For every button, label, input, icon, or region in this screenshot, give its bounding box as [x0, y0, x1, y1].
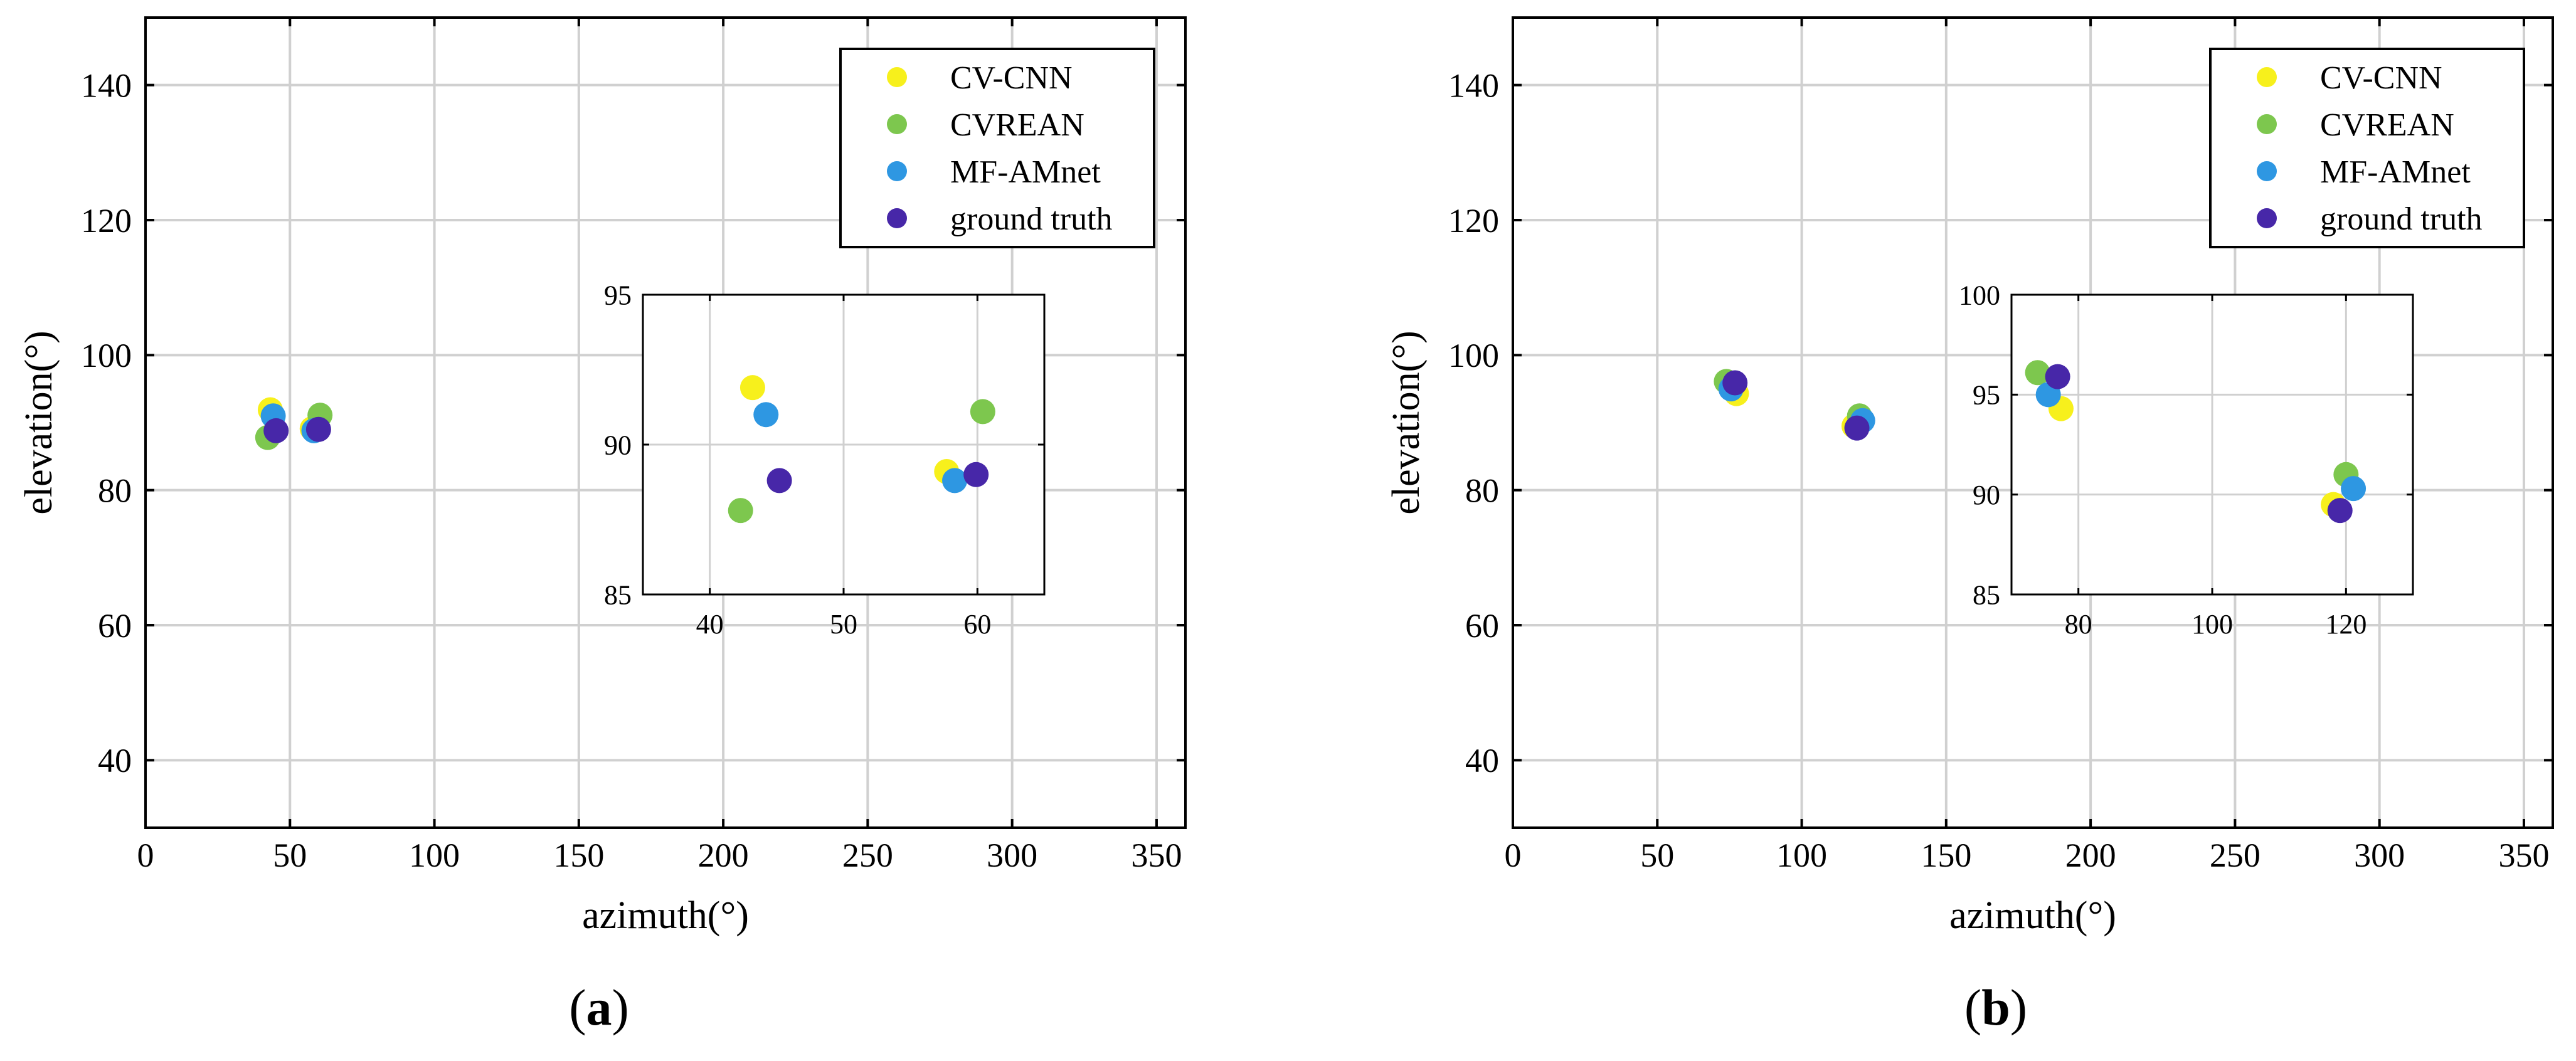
main-x-tick-label: 200 — [698, 837, 749, 874]
main-x-tick-label: 150 — [1921, 837, 1971, 874]
inset-data-point-mf-amnet — [942, 468, 968, 494]
main-axes-frame — [1512, 16, 2554, 829]
panel-b-caption-letter: b — [1981, 979, 2010, 1036]
main-x-tick-label: 50 — [1640, 837, 1674, 874]
inset-data-point-cv-cnn — [739, 375, 765, 401]
inset-data-point-ground-truth — [963, 462, 989, 487]
legend-label: MF-AMnet — [950, 154, 1101, 190]
legend-marker — [2257, 208, 2277, 228]
inset-data-point-mf-amnet — [753, 402, 779, 428]
panel-b: 0 50 100 150 200 250 300 350 40 60 80 100 120 140 azim… — [1385, 16, 2554, 937]
inset-data-point-cvrean — [970, 399, 995, 425]
data-point-ground-truth — [305, 416, 331, 442]
panel-a: 0 50 100 150 200 250 300 350 40 60 80 100 120 140 azim… — [18, 16, 1187, 937]
legend-label: CV-CNN — [2320, 60, 2442, 96]
legend-marker — [2257, 114, 2277, 134]
panel-a-caption-letter: a — [586, 979, 612, 1036]
main-y-tick-label: 80 — [1465, 472, 1499, 510]
inset-y-tick-label: 100 — [1959, 280, 2000, 310]
inset-x-tick-label: 80 — [2065, 609, 2092, 640]
legend-marker — [887, 208, 907, 228]
data-point-ground-truth — [1722, 370, 1748, 396]
main-y-tick-label: 120 — [81, 202, 132, 240]
main-y-tick-label: 80 — [98, 472, 132, 510]
main-x-tick-label: 50 — [273, 837, 307, 874]
main-y-tick-label: 60 — [98, 607, 132, 645]
inset-data-point-ground-truth — [2327, 498, 2353, 524]
inset-y-tick-label: 95 — [604, 280, 632, 310]
main-x-tick-label: 300 — [2354, 837, 2405, 874]
inset-x-tick-label: 100 — [2192, 609, 2233, 640]
main-x-tick-label: 200 — [2065, 837, 2116, 874]
main-y-tick-label: 100 — [81, 337, 132, 374]
main-x-tick-label: 250 — [2210, 837, 2261, 874]
y-axis-label: elevation(°) — [18, 330, 60, 514]
main-x-tick-label: 100 — [1776, 837, 1827, 874]
main-x-tick-label: 300 — [987, 837, 1037, 874]
main-x-tick-label: 350 — [2498, 837, 2549, 874]
main-y-tick-label: 60 — [1465, 607, 1499, 645]
main-axes-frame — [144, 16, 1187, 829]
legend-label: ground truth — [950, 201, 1113, 237]
inset-points — [728, 375, 995, 524]
main-y-tick-label: 40 — [98, 742, 132, 779]
main-x-tick-label: 0 — [1505, 837, 1522, 874]
legend-label: CV-CNN — [950, 60, 1073, 96]
inset-data-point-mf-amnet — [2341, 476, 2367, 502]
legend-marker — [2257, 67, 2277, 87]
legend-marker — [887, 161, 907, 181]
legend-marker — [887, 67, 907, 87]
inset-x-tick-label: 40 — [696, 609, 724, 640]
main-x-tick-label: 350 — [1131, 837, 1182, 874]
legend-label: ground truth — [2320, 201, 2483, 237]
inset-data-point-ground-truth — [766, 468, 792, 494]
main-x-tick-label: 100 — [409, 837, 460, 874]
inset-x-tick-label: 60 — [963, 609, 991, 640]
inset-y-tick-label: 85 — [1973, 579, 2000, 610]
panel-a-caption: (a) — [569, 979, 629, 1036]
main-x-tick-label: 0 — [137, 837, 154, 874]
y-axis-label: elevation(°) — [1385, 330, 1428, 514]
inset-data-point-cvrean — [2025, 360, 2050, 386]
inset-x-tick-label: 120 — [2325, 609, 2367, 640]
inset-y-tick-label: 85 — [604, 579, 632, 610]
legend-label: CVREAN — [2320, 107, 2454, 143]
main-y-tick-label: 40 — [1465, 742, 1499, 779]
x-axis-label: azimuth(°) — [1949, 894, 2116, 937]
main-y-tick-label: 140 — [1448, 67, 1499, 105]
inset-data-point-cvrean — [728, 498, 753, 524]
data-point-ground-truth — [1844, 415, 1870, 441]
main-x-tick-label: 150 — [553, 837, 604, 874]
main-y-tick-label: 120 — [1448, 202, 1499, 240]
inset-points — [2025, 360, 2367, 524]
data-point-ground-truth — [263, 418, 289, 443]
main-y-tick-label: 100 — [1448, 337, 1499, 374]
panel-b-caption: (b) — [1964, 979, 2028, 1036]
inset-data-point-ground-truth — [2045, 364, 2070, 389]
main-y-tick-label: 140 — [81, 67, 132, 105]
inset-y-tick-label: 90 — [1973, 480, 2000, 510]
inset-y-tick-label: 90 — [604, 430, 632, 460]
legend-marker — [887, 114, 907, 134]
inset-x-tick-label: 50 — [830, 609, 857, 640]
legend-marker — [2257, 161, 2277, 181]
legend-label: MF-AMnet — [2320, 154, 2471, 190]
inset-y-tick-label: 95 — [1973, 380, 2000, 411]
main-x-tick-label: 250 — [842, 837, 893, 874]
legend-label: CVREAN — [950, 107, 1084, 143]
x-axis-label: azimuth(°) — [582, 894, 749, 937]
